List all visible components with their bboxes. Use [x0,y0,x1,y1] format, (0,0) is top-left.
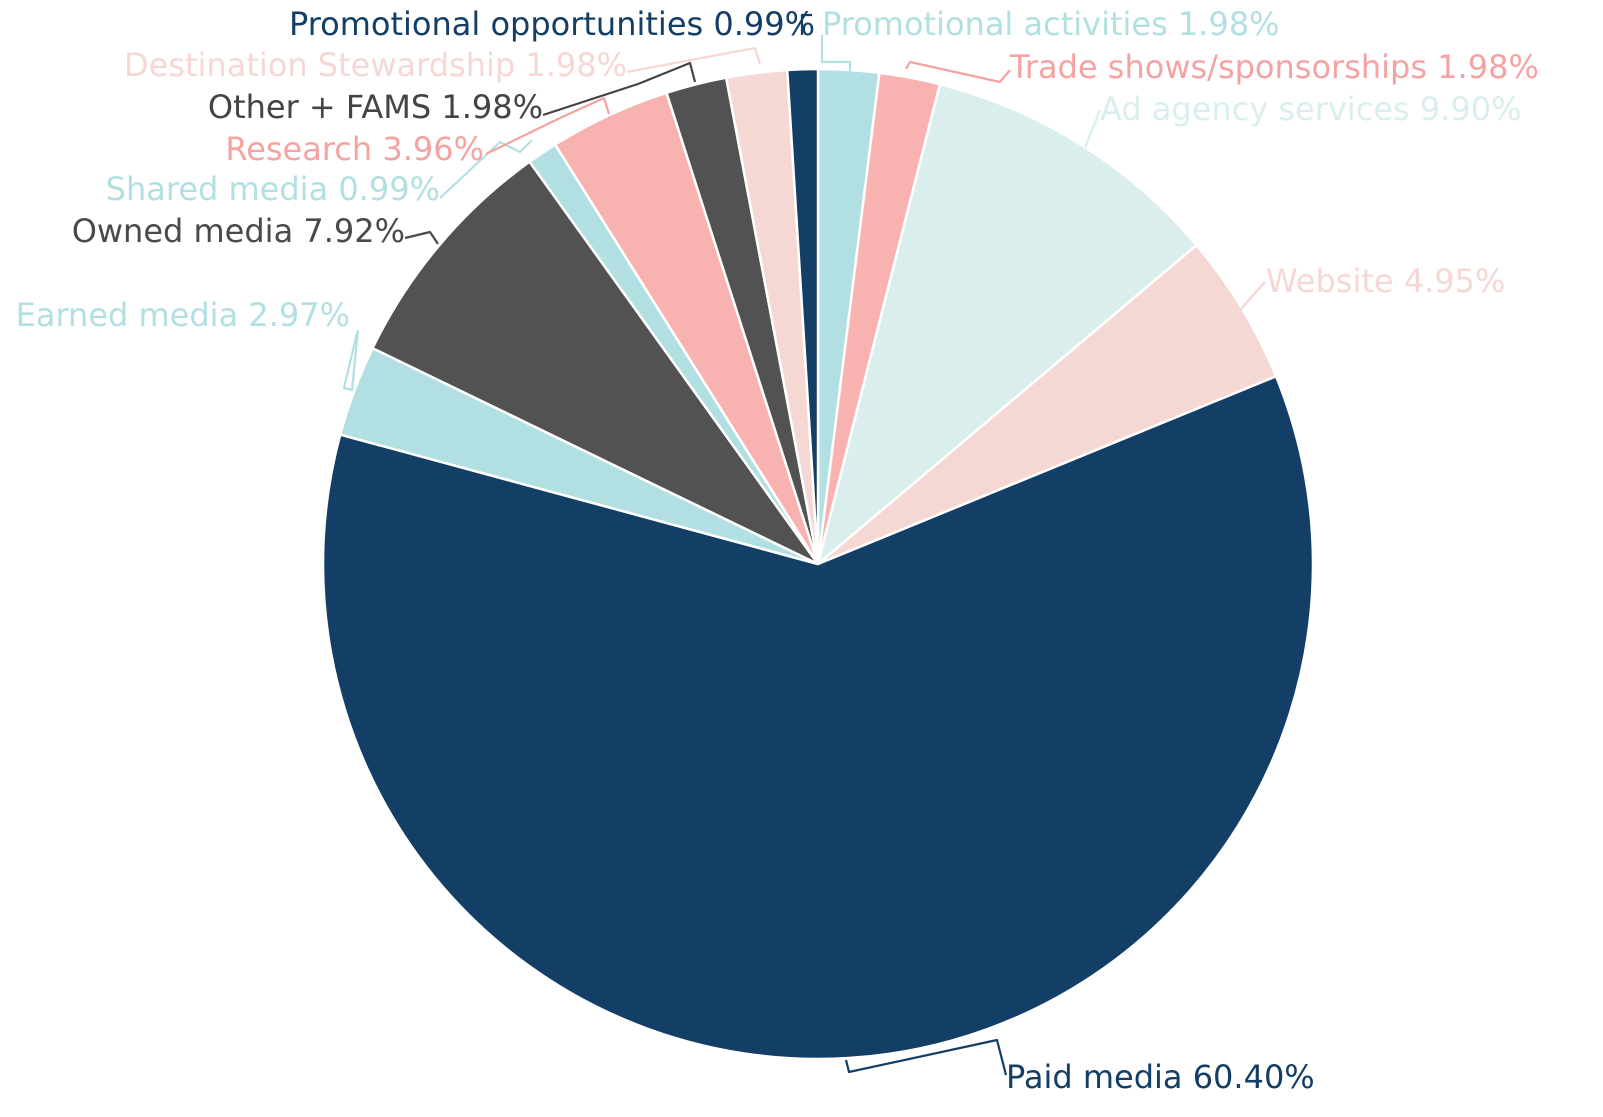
leader-line [1239,281,1266,311]
leader-line [342,329,360,392]
slice-label: Research 3.96% [225,130,484,168]
slice-label: Promotional activities 1.98% [822,5,1280,43]
slice-label: Destination Stewardship 1.98% [124,46,627,84]
pie-slices [321,67,1315,1061]
leader-line [542,61,697,117]
slice-label: Owned media 7.92% [72,212,405,250]
leader-line [404,230,439,245]
slice-label: Website 4.95% [1266,262,1505,300]
leader-line [844,1038,1008,1076]
pie-slice-paid-media [321,374,1315,1061]
slice-label: Paid media 60.40% [1006,1058,1315,1096]
leader-line [485,96,611,155]
leader-line [626,46,762,74]
slice-labels: Promotional activities 1.98% Trade shows/… [16,5,1539,1096]
leader-lines [342,13,1266,1076]
leader-line [820,35,852,71]
leader-line [800,13,812,35]
slice-label: Other + FAMS 1.98% [208,88,543,126]
pie-slice-ad-agency-services [815,82,1199,568]
slice-label: Earned media 2.97% [16,296,350,334]
slice-label: Promotional opportunities 0.99% [289,5,815,43]
pie-slice-promotional-opportunities [785,67,820,565]
leader-line [1083,109,1102,149]
slice-label: Ad agency services 9.90% [1100,90,1522,128]
leader-line [905,60,1011,84]
slice-label: Shared media 0.99% [106,170,440,208]
slice-label: Trade shows/sponsorships 1.98% [1009,48,1539,86]
leader-line [439,139,533,199]
pie-slice-owned-media [370,159,820,566]
